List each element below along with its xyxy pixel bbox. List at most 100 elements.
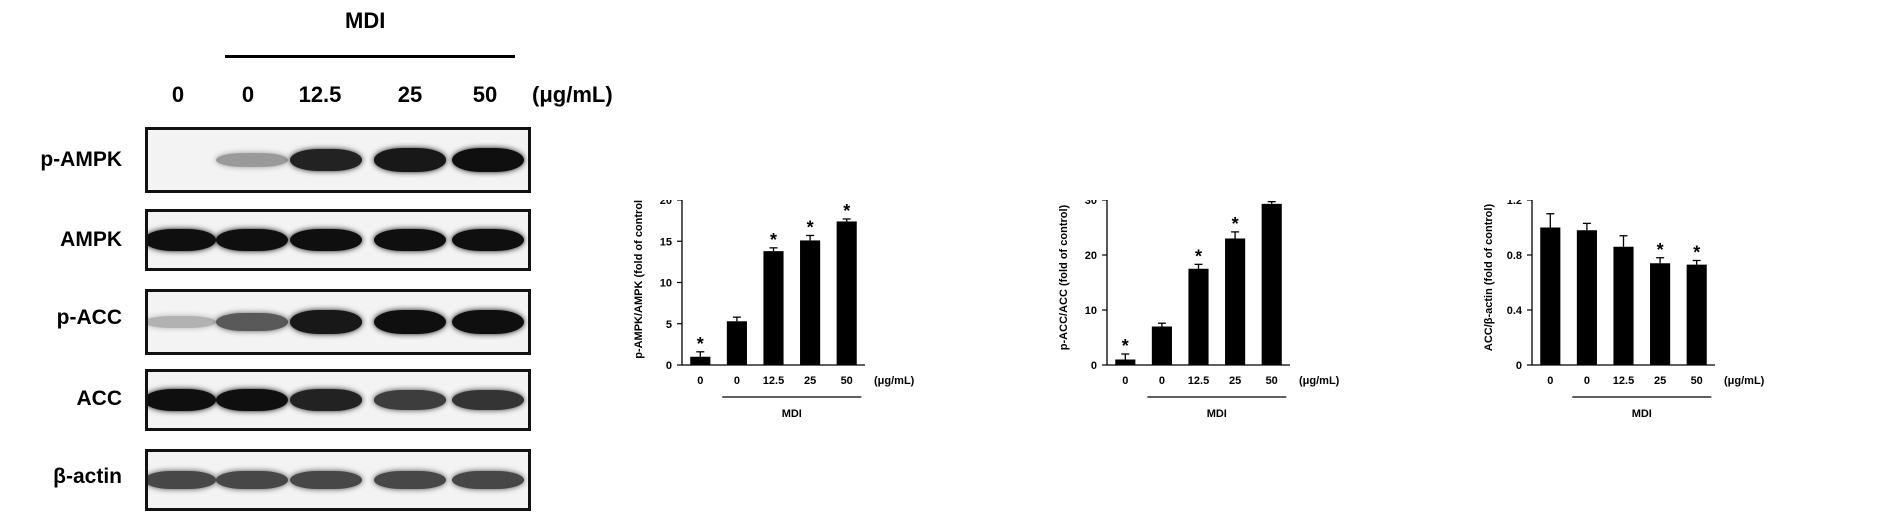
blot-band [374,390,446,410]
x-tick-label: 12.5 [1613,375,1634,387]
y-tick-label: 1.2 [1507,200,1522,207]
blot-row-label: AMPK [60,228,122,251]
x-tick-label: 12.5 [1188,375,1209,387]
bar [1225,238,1246,365]
blot-band [374,148,446,172]
lane-label: 50 [472,82,498,107]
y-tick-label: 15 [660,236,672,248]
y-axis-label: p-AMPK/AMPK (fold of control) [633,200,645,359]
blot-band [216,312,288,332]
lane-label: 25 [397,82,423,107]
y-axis-label: p-ACC/ACC (fold of control) [1058,204,1070,350]
blot-band [374,470,446,490]
blot-band [290,228,362,252]
blot-unit-label: (μg/mL) [532,82,613,107]
bar [763,251,784,365]
blot-band [148,388,216,412]
x-tick-label: 0 [1547,375,1553,387]
significance-star: * [1232,214,1239,234]
unit-label: (μg/mL) [1299,375,1340,387]
x-tick-label: 25 [1654,375,1666,387]
blot-band [452,310,524,334]
group-label: MDI [1632,408,1652,420]
bar [1613,246,1634,365]
blot-band [148,470,216,490]
chart-p-ampk: p-AMPK/AMPK (fold of control) 0 5 10 15 20 * 0 0… [633,200,915,420]
blot-band [290,389,362,411]
significance-star: * [697,334,704,354]
significance-star: * [1268,200,1275,204]
blot-strip [145,289,531,355]
bar [726,321,747,365]
x-tick-label: 0 [1584,375,1590,387]
x-tick-label: 50 [1266,375,1278,387]
bar [1151,326,1172,365]
x-tick-label: 50 [1691,375,1703,387]
x-tick-label: 12.5 [763,375,784,387]
y-tick-label: 10 [660,278,672,290]
x-tick-label: 0 [734,375,740,387]
bar [1188,268,1209,365]
x-tick-label: 50 [841,375,853,387]
blot-band [216,228,288,252]
blot-band [290,310,362,334]
significance-star: * [1657,240,1664,260]
significance-star: * [1693,243,1700,263]
blot-band [148,228,216,252]
blot-row-label: p-AMPK [40,148,122,171]
bar [800,240,821,365]
blot-strip [145,209,531,271]
bar [1650,263,1671,365]
blot-band [374,310,446,334]
y-tick-label: 0.4 [1507,305,1523,317]
group-label: MDI [1207,408,1227,420]
blot-band [452,148,524,172]
blot-strip [145,127,531,193]
blot-row-label: β-actin [53,465,122,488]
bar [836,221,857,365]
chart-p-acc: p-ACC/ACC (fold of control) 0 10 20 30 * 0 0 * 12… [1058,200,1340,420]
bar [1686,264,1707,365]
y-tick-label: 20 [660,200,672,207]
x-tick-label: 25 [804,375,816,387]
blot-band [216,470,288,490]
blot-band [290,148,362,172]
significance-star: * [1195,246,1202,266]
bar [1261,203,1282,365]
y-axis-label: ACC/β-actin (fold of control) [1483,204,1495,352]
blot-row-label: ACC [76,387,123,410]
blot-band [216,388,288,412]
blot-strip [145,369,531,431]
unit-label: (μg/mL) [1724,375,1765,387]
bar [1115,359,1136,365]
y-tick-label: 30 [1085,200,1097,207]
blot-band [452,228,524,252]
bar [690,356,711,365]
bar [1576,230,1597,365]
blot-band [216,152,288,168]
lane-label: 0 [241,82,255,107]
group-label: MDI [782,408,802,420]
significance-star: * [807,217,814,237]
significance-star: * [770,230,777,250]
lane-label: 12.5 [298,82,342,107]
y-tick-label: 0 [1091,360,1097,372]
blot-band [148,315,216,329]
lane-label: 0 [171,82,185,107]
blot-group-line [225,55,515,58]
y-tick-label: 20 [1085,250,1097,262]
x-tick-label: 25 [1229,375,1241,387]
significance-star: * [843,201,850,221]
blot-band [290,470,362,490]
x-tick-label: 0 [1122,375,1128,387]
chart-acc-actin: ACC/β-actin (fold of control) 0 0.4 0.8 1.2 0… [1483,200,1765,420]
x-tick-label: 0 [697,375,703,387]
blot-group-label: MDI [345,8,386,33]
y-tick-label: 0.8 [1507,250,1522,262]
blot-band [452,390,524,410]
bar [1540,227,1561,365]
significance-star: * [1122,336,1129,356]
y-tick-label: 5 [666,319,672,331]
y-tick-label: 0 [1516,360,1522,372]
blot-strip [145,449,531,511]
